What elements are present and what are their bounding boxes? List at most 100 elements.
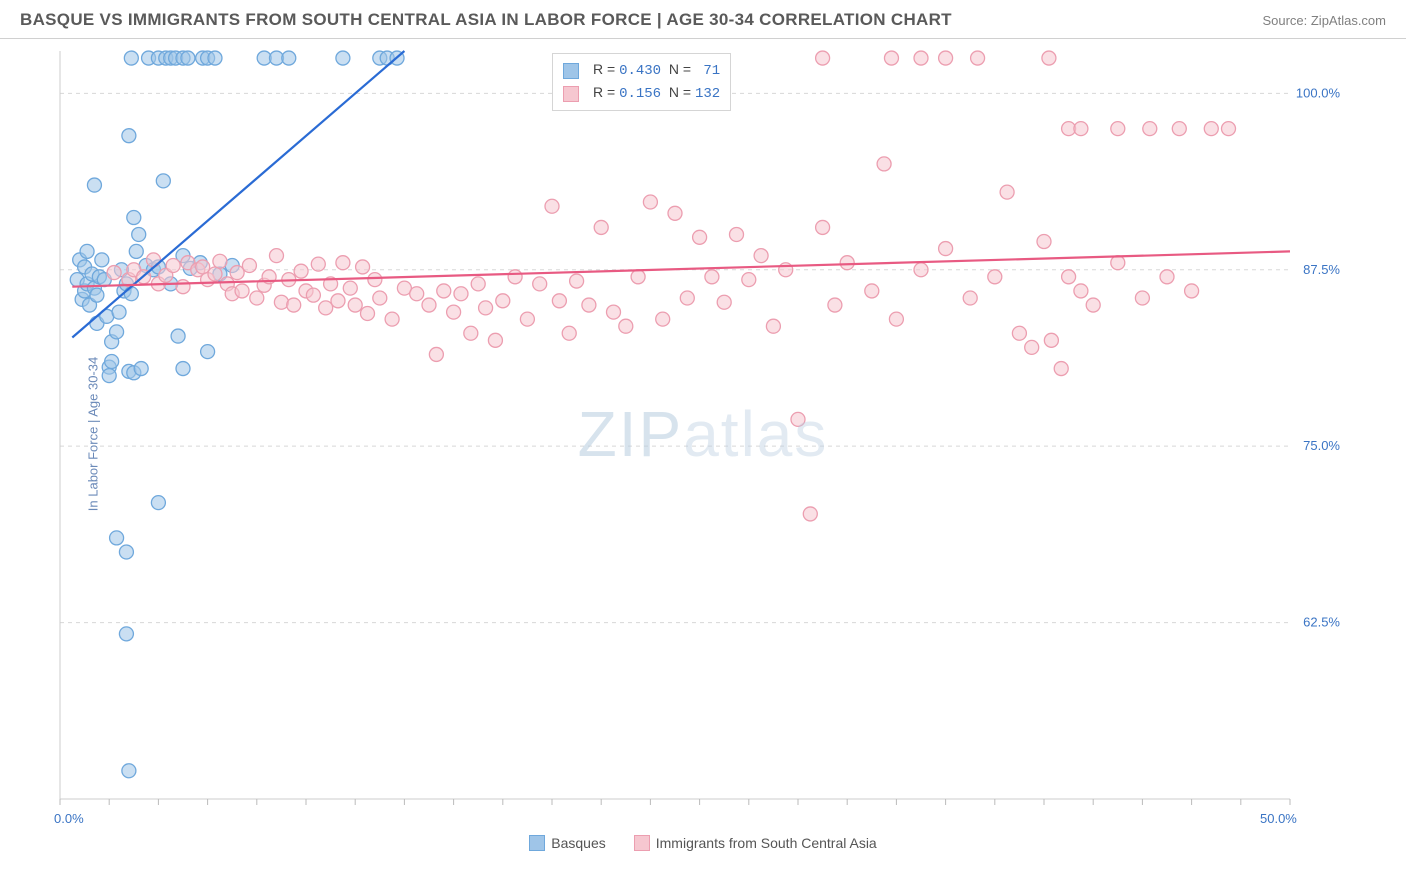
data-point bbox=[479, 301, 493, 315]
data-point bbox=[562, 326, 576, 340]
data-point bbox=[176, 362, 190, 376]
data-point bbox=[373, 291, 387, 305]
data-point bbox=[385, 312, 399, 326]
data-point bbox=[464, 326, 478, 340]
data-point bbox=[643, 195, 657, 209]
data-point bbox=[1074, 284, 1088, 298]
legend-swatch bbox=[634, 835, 650, 851]
data-point bbox=[107, 266, 121, 280]
data-point bbox=[242, 259, 256, 273]
data-point bbox=[171, 329, 185, 343]
data-point bbox=[437, 284, 451, 298]
data-point bbox=[884, 51, 898, 65]
data-point bbox=[336, 256, 350, 270]
data-point bbox=[803, 507, 817, 521]
data-point bbox=[656, 312, 670, 326]
data-point bbox=[422, 298, 436, 312]
data-point bbox=[594, 220, 608, 234]
legend-swatch bbox=[563, 86, 579, 102]
data-point bbox=[1172, 122, 1186, 136]
data-point bbox=[201, 345, 215, 359]
data-point bbox=[368, 273, 382, 287]
data-point bbox=[1204, 122, 1218, 136]
data-point bbox=[1074, 122, 1088, 136]
data-point bbox=[607, 305, 621, 319]
data-point bbox=[1044, 333, 1058, 347]
data-point bbox=[939, 51, 953, 65]
data-point bbox=[410, 287, 424, 301]
data-point bbox=[87, 178, 101, 192]
data-point bbox=[129, 244, 143, 258]
data-point bbox=[1025, 340, 1039, 354]
data-point bbox=[889, 312, 903, 326]
data-point bbox=[988, 270, 1002, 284]
data-point bbox=[877, 157, 891, 171]
y-tick-label: 87.5% bbox=[1303, 262, 1340, 277]
chart-area: In Labor Force | Age 30-34 ZIPatlas 62.5… bbox=[20, 39, 1386, 829]
legend-item: Immigrants from South Central Asia bbox=[634, 835, 877, 851]
data-point bbox=[963, 291, 977, 305]
data-point bbox=[356, 260, 370, 274]
data-point bbox=[213, 254, 227, 268]
series-legend: BasquesImmigrants from South Central Asi… bbox=[0, 835, 1406, 851]
data-point bbox=[816, 220, 830, 234]
data-point bbox=[235, 284, 249, 298]
data-point bbox=[112, 305, 126, 319]
data-point bbox=[619, 319, 633, 333]
data-point bbox=[754, 249, 768, 263]
data-point bbox=[105, 354, 119, 368]
data-point bbox=[680, 291, 694, 305]
data-point bbox=[274, 295, 288, 309]
data-point bbox=[730, 227, 744, 241]
y-tick-label: 100.0% bbox=[1296, 85, 1340, 100]
data-point bbox=[1086, 298, 1100, 312]
data-point bbox=[306, 288, 320, 302]
data-point bbox=[122, 764, 136, 778]
data-point bbox=[828, 298, 842, 312]
data-point bbox=[865, 284, 879, 298]
data-point bbox=[230, 266, 244, 280]
data-point bbox=[914, 263, 928, 277]
data-point bbox=[742, 273, 756, 287]
data-point bbox=[127, 211, 141, 225]
data-point bbox=[90, 288, 104, 302]
data-point bbox=[311, 257, 325, 271]
data-point bbox=[1042, 51, 1056, 65]
source-link[interactable]: ZipAtlas.com bbox=[1311, 13, 1386, 28]
y-tick-label: 75.0% bbox=[1303, 438, 1340, 453]
data-point bbox=[705, 270, 719, 284]
data-point bbox=[102, 369, 116, 383]
data-point bbox=[119, 545, 133, 559]
data-point bbox=[508, 270, 522, 284]
data-point bbox=[570, 274, 584, 288]
y-tick-label: 62.5% bbox=[1303, 615, 1340, 630]
data-point bbox=[95, 253, 109, 267]
data-point bbox=[668, 206, 682, 220]
data-point bbox=[582, 298, 596, 312]
data-point bbox=[1037, 235, 1051, 249]
data-point bbox=[146, 253, 160, 267]
data-point bbox=[331, 294, 345, 308]
data-point bbox=[269, 249, 283, 263]
data-point bbox=[488, 333, 502, 347]
data-point bbox=[132, 227, 146, 241]
x-axis-max-label: 50.0% bbox=[1260, 811, 1297, 826]
data-point bbox=[1111, 256, 1125, 270]
data-point bbox=[336, 51, 350, 65]
data-point bbox=[156, 174, 170, 188]
data-point bbox=[294, 264, 308, 278]
data-point bbox=[134, 362, 148, 376]
data-point bbox=[939, 242, 953, 256]
data-point bbox=[80, 244, 94, 258]
data-point bbox=[196, 260, 210, 274]
data-point bbox=[1012, 326, 1026, 340]
data-point bbox=[766, 319, 780, 333]
legend-swatch bbox=[563, 63, 579, 79]
data-point bbox=[124, 51, 138, 65]
data-point bbox=[208, 51, 222, 65]
data-point bbox=[124, 287, 138, 301]
legend-label: Immigrants from South Central Asia bbox=[656, 835, 877, 851]
chart-title: BASQUE VS IMMIGRANTS FROM SOUTH CENTRAL … bbox=[20, 10, 952, 30]
data-point bbox=[250, 291, 264, 305]
data-point bbox=[552, 294, 566, 308]
